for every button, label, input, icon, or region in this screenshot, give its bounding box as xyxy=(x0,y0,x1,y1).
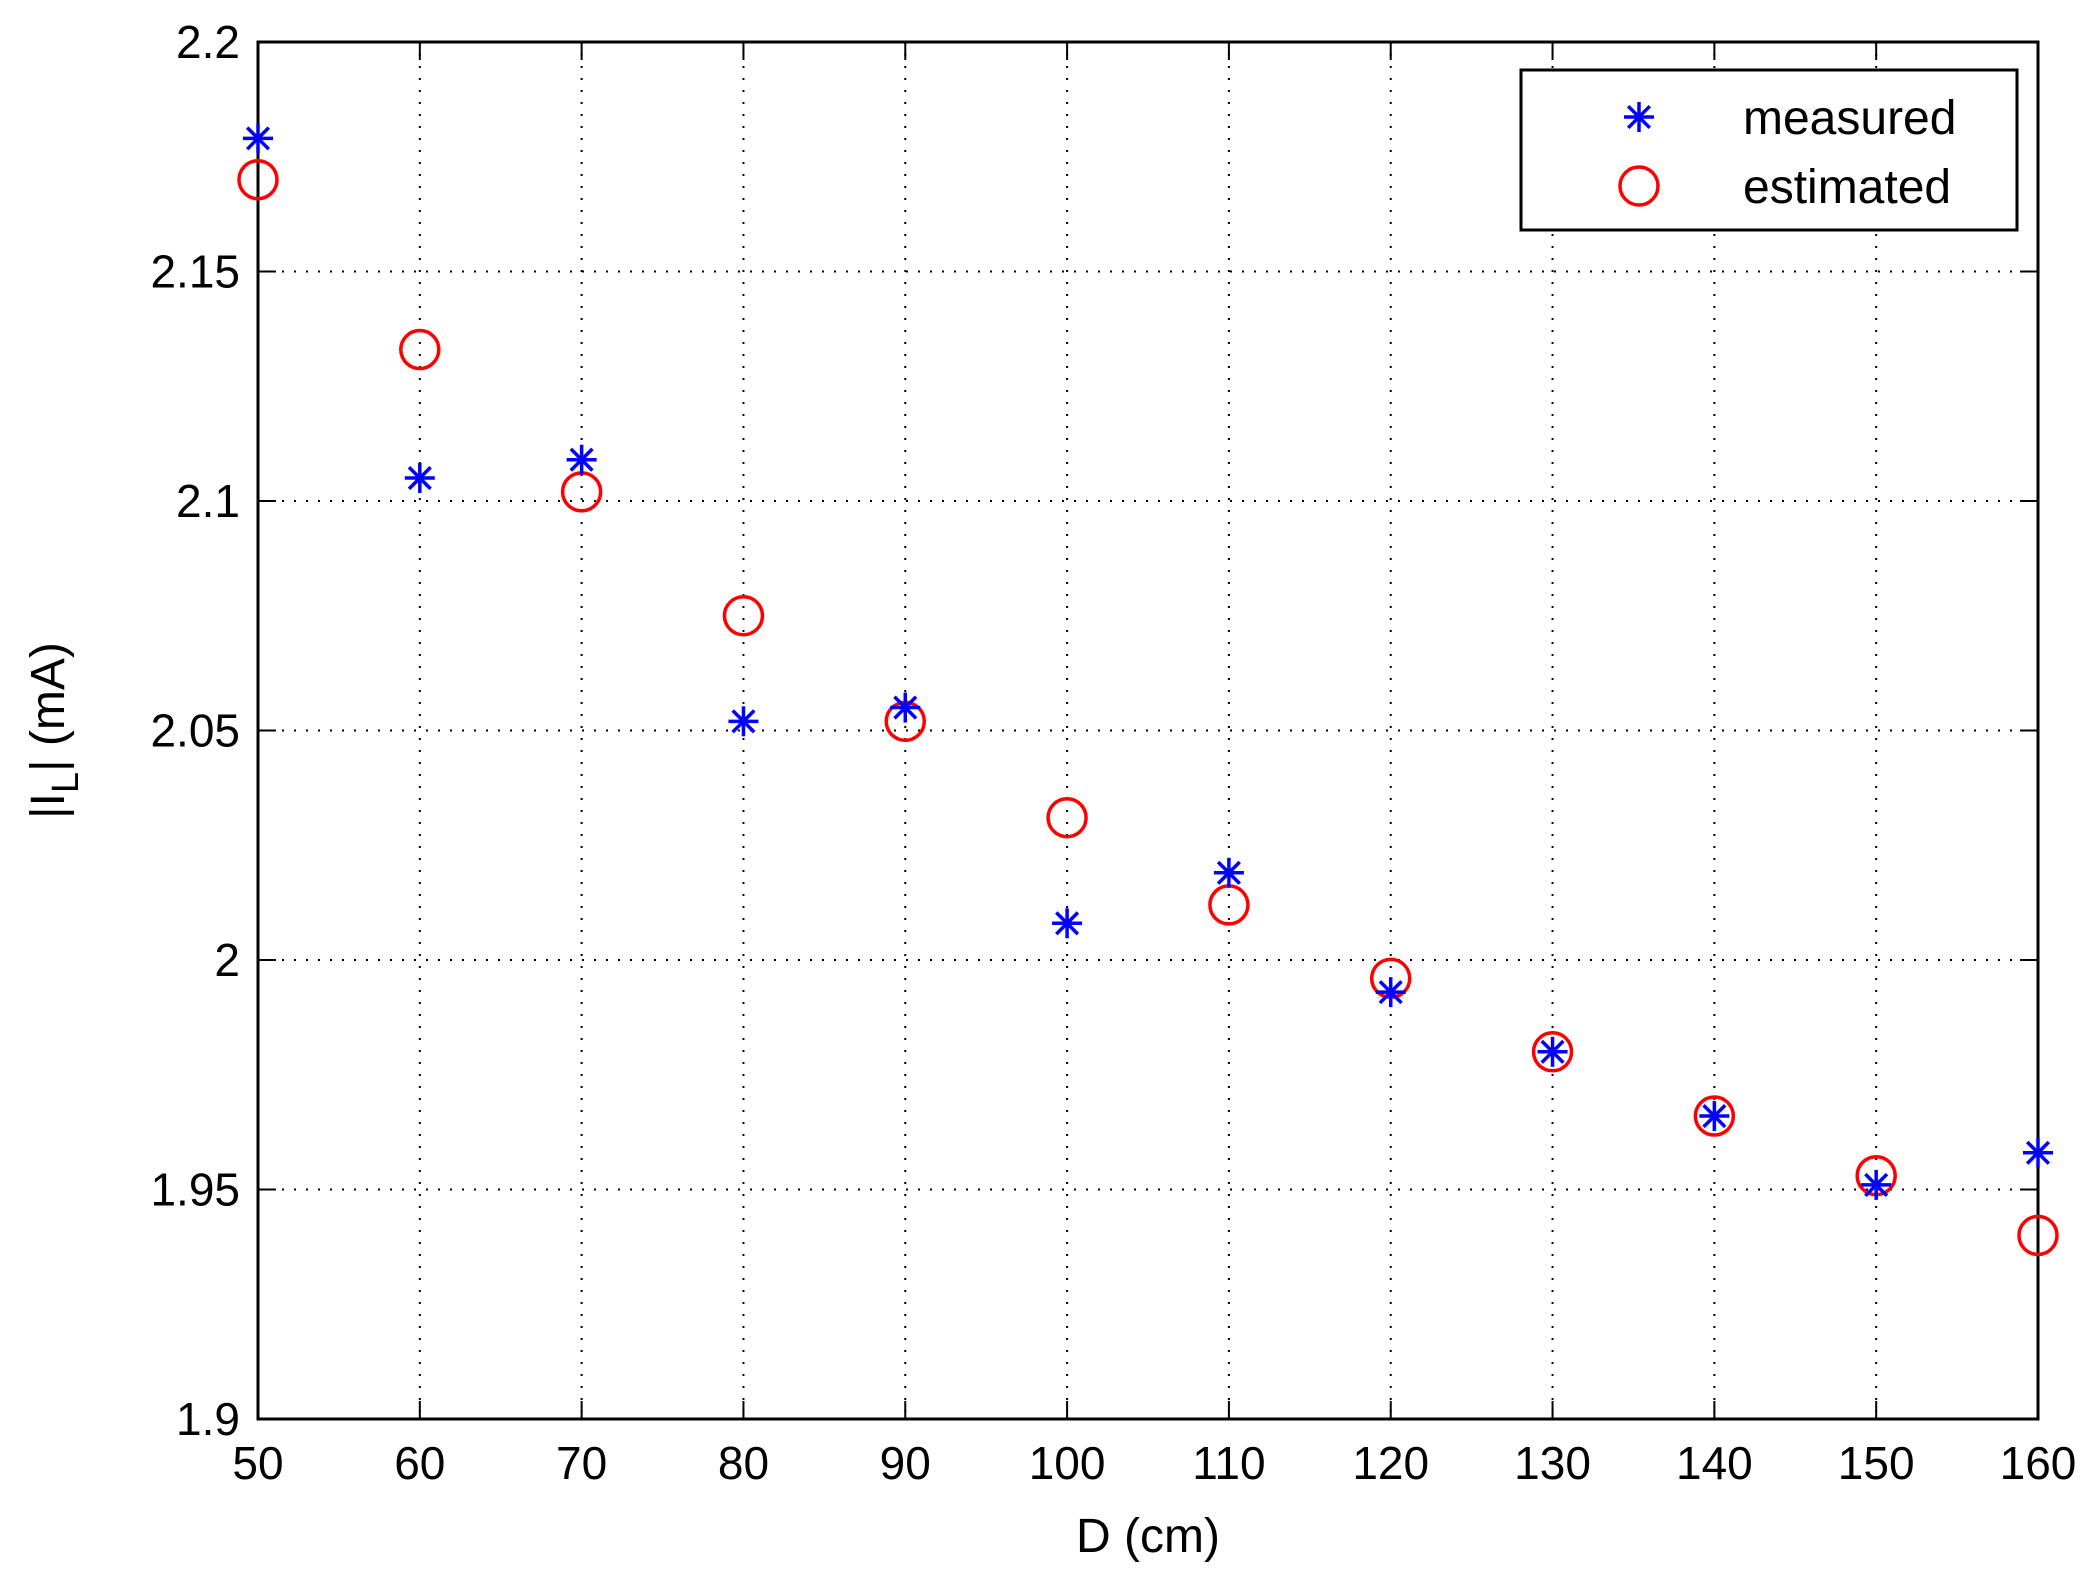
measured-point xyxy=(404,463,435,494)
y-tick-label: 1.9 xyxy=(176,1393,240,1445)
x-tick-label: 130 xyxy=(1514,1437,1591,1489)
x-tick-labels: 50 60 70 80 90 100 110 120 130 140 150 160 xyxy=(232,1437,2076,1489)
legend-label-measured: measured xyxy=(1743,92,1956,145)
measured-point xyxy=(243,123,273,154)
x-tick-label: 120 xyxy=(1352,1437,1429,1489)
measured-point xyxy=(1052,908,1083,939)
y-tick-label: 2.1 xyxy=(176,475,240,527)
x-tick-label: 110 xyxy=(1192,1437,1265,1489)
y-tick-labels: 1.9 1.95 2 2.05 2.1 2.15 2.2 xyxy=(150,16,240,1445)
measured-point xyxy=(2023,1137,2053,1168)
legend: measured estimated xyxy=(1519,68,2019,232)
y-tick-label: 2.2 xyxy=(176,16,240,68)
estimated-point xyxy=(1046,796,1088,839)
x-tick-label: 100 xyxy=(1029,1437,1106,1489)
estimated-point xyxy=(1693,1095,1736,1137)
y-axis-label: |IL| (mA) xyxy=(22,642,87,819)
x-tick-label: 50 xyxy=(232,1437,283,1489)
legend-marker-estimated xyxy=(1618,165,1660,207)
measured-point xyxy=(1213,857,1244,888)
measured-point xyxy=(1537,1036,1568,1067)
legend-marker-measured xyxy=(1624,102,1654,132)
x-tick-label: 80 xyxy=(718,1437,769,1489)
x-tick-label: 160 xyxy=(2000,1437,2077,1489)
y-tick-label: 1.95 xyxy=(150,1164,240,1216)
y-axis-label-subscript: L xyxy=(45,772,87,793)
estimated-point xyxy=(2017,1214,2059,1257)
measured-point xyxy=(1861,1169,1892,1200)
legend-label-estimated: estimated xyxy=(1743,161,1951,214)
measured-point xyxy=(728,706,759,737)
x-tick-label: 150 xyxy=(1838,1437,1915,1489)
measured-point xyxy=(890,692,921,723)
y-tick-label: 2 xyxy=(214,934,240,986)
data-points xyxy=(237,123,2059,1257)
x-tick-label: 60 xyxy=(394,1437,445,1489)
measured-point xyxy=(566,444,597,475)
y-axis-label-main: |I xyxy=(22,793,75,819)
y-tick-label: 2.05 xyxy=(150,705,240,757)
x-axis-label: D (cm) xyxy=(1076,1510,1220,1563)
axis-ticks xyxy=(257,41,2039,1420)
measured-point xyxy=(1375,977,1406,1008)
y-tick-label: 2.15 xyxy=(150,246,240,298)
x-tick-label: 70 xyxy=(556,1437,607,1489)
legend-box xyxy=(1519,68,2019,232)
measured-point xyxy=(1699,1101,1730,1132)
series-measured xyxy=(243,123,2053,1200)
estimated-point xyxy=(399,328,441,371)
estimated-point xyxy=(237,158,279,201)
x-tick-label: 90 xyxy=(880,1437,931,1489)
y-axis-label-rest: | (mA) xyxy=(22,642,75,772)
estimated-point xyxy=(722,595,765,637)
x-tick-label: 140 xyxy=(1676,1437,1753,1489)
estimated-point xyxy=(1531,1031,1574,1073)
